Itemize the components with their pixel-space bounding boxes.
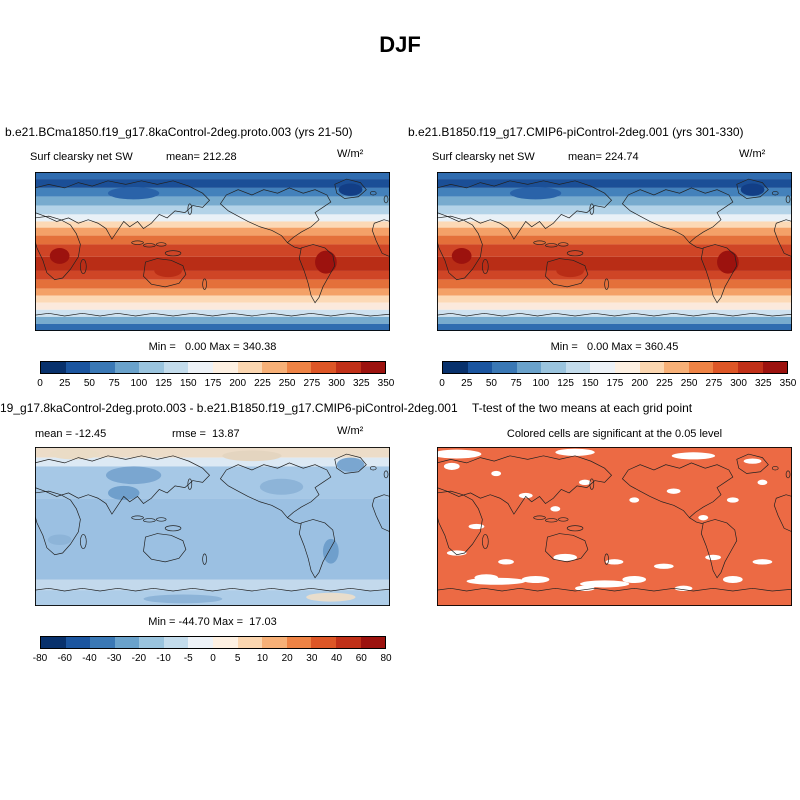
diff-units-label: W/m²	[337, 425, 364, 437]
map-ttest-significance	[437, 447, 792, 606]
case2-mean-value: mean= 224.74	[568, 151, 639, 163]
map-case2-climatology	[437, 172, 792, 331]
map-difference	[35, 447, 390, 606]
colorbar-case2: 0 25 50 75 100 125 150 175 200 225 250 275 300 325 350	[439, 361, 797, 391]
ttest-title: T-test of the two means at each grid poi…	[472, 401, 693, 415]
colorbar-tick-labels: 0 25 50 75 100 125 150 175 200 225 250 275 300 325 350	[37, 378, 395, 389]
colorbar-case1: 0 25 50 75 100 125 150 175 200 225 250 275 300 325 350	[37, 361, 395, 391]
case2-units-label: W/m²	[739, 148, 766, 160]
ttest-subtitle: Colored cells are significant at the 0.0…	[506, 428, 723, 440]
case1-field-label: Surf clearsky net SW	[30, 151, 133, 163]
difference-title: 19_g17.8kaControl-2deg.proto.003 - b.e21…	[0, 401, 458, 415]
case2-title: b.e21.B1850.f19_g17.CMIP6-piControl-2deg…	[408, 125, 744, 139]
case2-minmax: Min = 0.00 Max = 360.45	[550, 341, 679, 353]
diff-rmse-value: rmse = 13.87	[172, 428, 240, 440]
case1-units-label: W/m²	[337, 148, 364, 160]
colorbar-swatches	[40, 636, 386, 649]
colorbar-swatches	[40, 361, 386, 374]
colorbar-tick-labels: 0 25 50 75 100 125 150 175 200 225 250 275 300 325 350	[439, 378, 797, 389]
case2-field-label: Surf clearsky net SW	[432, 151, 535, 163]
map-case1-climatology	[35, 172, 390, 331]
colorbar-swatches	[442, 361, 788, 374]
diff-minmax: Min = -44.70 Max = 17.03	[148, 616, 277, 628]
case1-minmax: Min = 0.00 Max = 340.38	[148, 341, 277, 353]
diff-mean-value: mean = -12.45	[35, 428, 107, 440]
case1-mean-value: mean= 212.28	[166, 151, 237, 163]
season-title: DJF	[379, 32, 421, 57]
colorbar-difference: -80 -60 -40 -30 -20 -10 -5 0 5 10 20 30 40 60 80	[32, 636, 392, 666]
case1-title: b.e21.BCma1850.f19_g17.8kaControl-2deg.p…	[5, 125, 353, 139]
colorbar-tick-labels: -80 -60 -40 -30 -20 -10 -5 0 5 10 20 30 40 60 80	[32, 653, 392, 664]
